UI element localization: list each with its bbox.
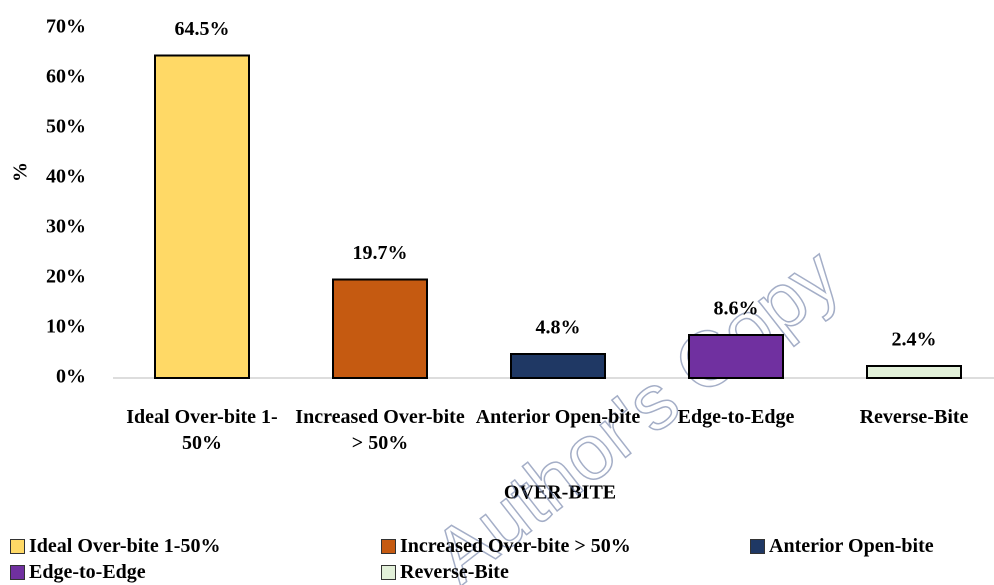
legend-label: Increased Over-bite > 50% [400, 534, 631, 557]
y-tick-label: 0% [56, 366, 86, 388]
bar [332, 278, 428, 379]
y-tick-label: 30% [46, 216, 86, 238]
x-axis-label: OVER-BITE [504, 482, 616, 504]
y-axis-label: % [10, 162, 32, 182]
y-tick-label: 60% [46, 66, 86, 88]
y-tick-label: 40% [46, 166, 86, 188]
legend-item: Increased Over-bite > 50% [381, 534, 631, 558]
legend-swatch [10, 564, 25, 580]
value-label: 64.5% [175, 18, 230, 40]
y-tick-label: 20% [46, 266, 86, 288]
legend-swatch [381, 564, 396, 580]
legend-label: Reverse-Bite [400, 560, 509, 583]
legend-item: Anterior Open-bite [750, 534, 934, 558]
legend-label: Anterior Open-bite [769, 534, 934, 557]
y-tick-label: 70% [46, 16, 86, 38]
legend-label: Edge-to-Edge [29, 560, 146, 583]
legend-item: Edge-to-Edge [10, 560, 146, 584]
legend-item: Reverse-Bite [381, 560, 509, 584]
bar [510, 353, 606, 379]
value-label: 2.4% [892, 329, 937, 351]
x-tick-label: Edge-to-Edge [677, 406, 795, 428]
x-tick-label: Reverse-Bite [859, 406, 969, 428]
value-label: 8.6% [714, 298, 759, 320]
value-label: 19.7% [353, 242, 408, 264]
x-tick-label: Increased Over-bite > 50% [295, 406, 465, 454]
bar [154, 54, 250, 379]
legend-item: Ideal Over-bite 1-50% [10, 534, 220, 558]
x-tick-label: Ideal Over-bite 1-50% [126, 406, 278, 454]
value-label: 4.8% [536, 317, 581, 339]
x-tick-label: Anterior Open-bite [475, 406, 641, 428]
legend-swatch [10, 538, 25, 554]
legend-swatch [750, 538, 765, 554]
y-tick-label: 10% [46, 316, 86, 338]
legend-label: Ideal Over-bite 1-50% [29, 534, 221, 557]
legend-swatch [381, 538, 396, 554]
bar [866, 365, 962, 379]
bar [688, 334, 784, 379]
y-tick-label: 50% [46, 116, 86, 138]
